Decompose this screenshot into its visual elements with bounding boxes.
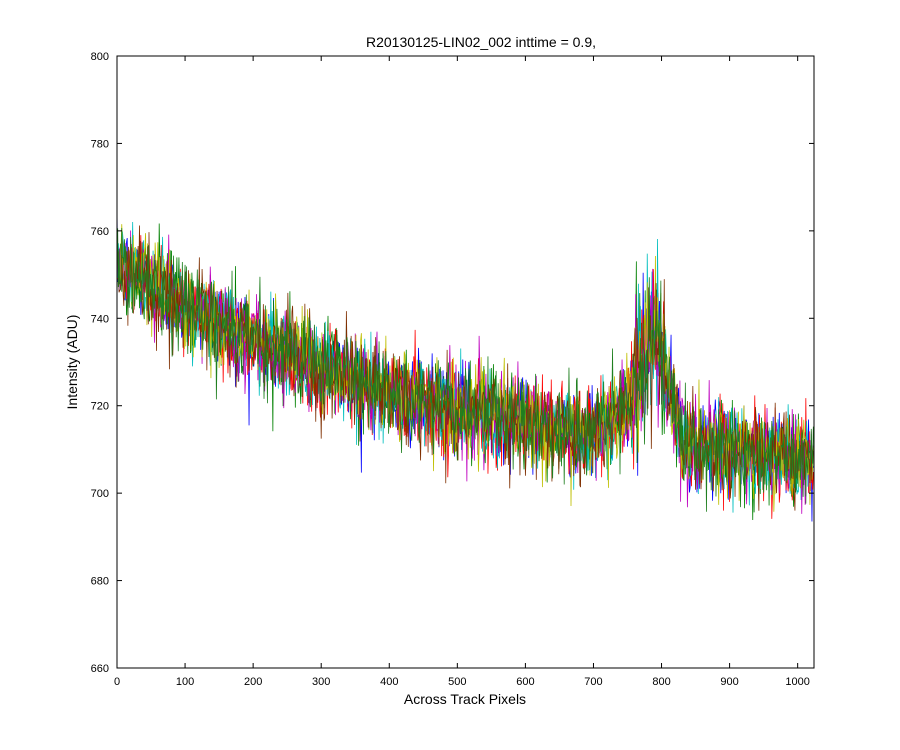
y-tick-label: 760	[91, 226, 109, 238]
x-tick-label: 400	[380, 676, 398, 688]
y-tick-label: 660	[91, 663, 109, 675]
x-axis-ticks: 0 100 200 300 400 500 600 700 800 900 1000	[114, 56, 810, 688]
chart-title: R20130125-LIN02_002 inttime = 0.9,	[366, 34, 596, 50]
x-axis-label: Across Track Pixels	[404, 691, 526, 707]
x-tick-label: 1000	[785, 676, 809, 688]
x-tick-label: 500	[448, 676, 466, 688]
y-axis-label: Intensity (ADU)	[64, 315, 80, 410]
plot-frame	[116, 55, 815, 669]
x-tick-label: 200	[244, 676, 262, 688]
y-axis-ticks: 660 680 700 720 740 760 780 800	[91, 51, 814, 675]
y-tick-label: 740	[91, 313, 109, 325]
y-tick-label: 720	[91, 401, 109, 413]
series-line	[116, 227, 814, 512]
y-tick-label: 700	[91, 488, 109, 500]
y-tick-label: 680	[91, 576, 109, 588]
x-tick-label: 800	[652, 676, 670, 688]
y-tick-label: 800	[91, 51, 109, 63]
series-layer	[116, 205, 814, 522]
x-tick-label: 900	[720, 676, 738, 688]
x-tick-label: 700	[584, 676, 602, 688]
x-tick-label: 100	[176, 676, 194, 688]
x-tick-label: 0	[114, 676, 120, 688]
x-tick-label: 600	[516, 676, 534, 688]
x-tick-label: 300	[312, 676, 330, 688]
y-tick-label: 780	[91, 138, 109, 150]
